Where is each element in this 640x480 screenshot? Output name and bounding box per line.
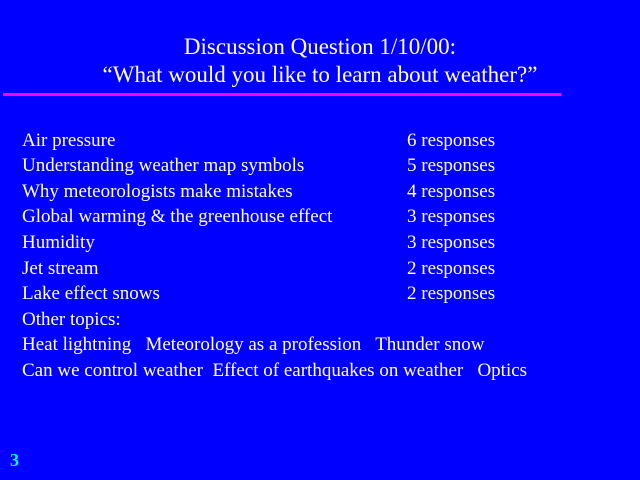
response-topic: Why meteorologists make mistakes	[22, 181, 293, 202]
other-topics-heading: Other topics:	[22, 309, 121, 330]
response-count: 3 responses	[407, 206, 496, 227]
other-topics-line-2: Can we control weather Effect of earthqu…	[22, 360, 528, 381]
response-count: 5 responses	[407, 155, 496, 176]
response-topic: Jet stream	[22, 258, 99, 279]
response-topic: Air pressure	[22, 130, 116, 151]
response-count: 3 responses	[407, 232, 496, 253]
response-topic: Global warming & the greenhouse effect	[22, 206, 333, 227]
response-count: 2 responses	[407, 283, 496, 304]
other-topics-line-1: Heat lightning Meteorology as a professi…	[22, 334, 485, 355]
response-count: 6 responses	[407, 130, 496, 151]
page-number: 3	[10, 450, 19, 470]
response-topic: Humidity	[22, 232, 95, 253]
response-topic: Understanding weather map symbols	[22, 155, 305, 176]
response-count: 2 responses	[407, 258, 496, 279]
title-line-2: “What would you like to learn about weat…	[102, 62, 538, 87]
response-count: 4 responses	[407, 181, 496, 202]
title-divider	[3, 93, 561, 96]
title-line-1: Discussion Question 1/10/00:	[183, 34, 457, 59]
response-topic: Lake effect snows	[22, 283, 160, 304]
slide-title: Discussion Question 1/10/00: “What would…	[0, 33, 640, 89]
